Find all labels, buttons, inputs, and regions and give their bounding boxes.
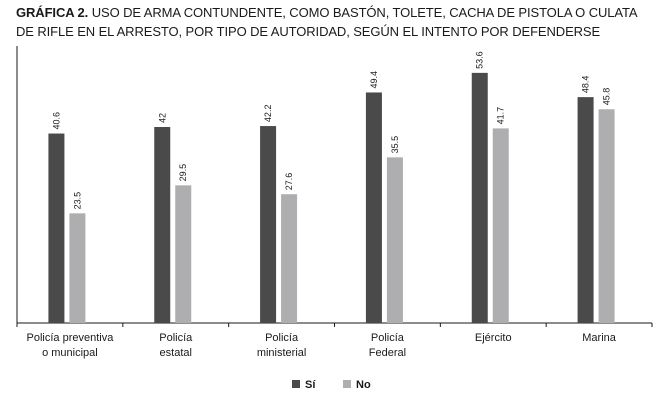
bar-si xyxy=(365,92,382,323)
bar-no xyxy=(175,185,192,323)
data-label: 45.8 xyxy=(602,88,612,106)
chart-title-text: USO DE ARMA CONTUNDENTE, COMO BASTÓN, TO… xyxy=(16,5,637,39)
chart-axes xyxy=(16,46,653,327)
data-label: 53.6 xyxy=(475,51,485,69)
category-label: Policía Federal xyxy=(369,332,406,359)
chart-bars xyxy=(48,72,615,324)
chart-title: GRÁFICA 2. USO DE ARMA CONTUNDENTE, COMO… xyxy=(16,3,656,41)
bar-no xyxy=(492,128,509,323)
data-label: 35.5 xyxy=(390,136,400,154)
bar-si xyxy=(48,133,65,323)
chart-legend: Sí No xyxy=(292,379,371,391)
bar-no xyxy=(598,109,615,324)
legend-label-si: Sí xyxy=(305,379,316,391)
data-label: 48.4 xyxy=(581,76,591,94)
category-label: Policía preventiva o municipal xyxy=(27,332,115,359)
data-label: 41.7 xyxy=(496,107,506,125)
chart-data-labels: 40.6 23.5 42 29.5 42.2 27.6 49.4 35.5 53.6 41.7 48… xyxy=(51,51,611,209)
category-label: Ejército xyxy=(475,332,512,344)
category-label: Marina xyxy=(582,332,617,344)
chart-category-labels: Policía preventiva o municipal Policía esta… xyxy=(27,332,617,359)
bar-si xyxy=(260,126,277,323)
bar-no xyxy=(386,157,403,323)
data-label: 49.4 xyxy=(369,71,379,89)
bar-si xyxy=(154,127,171,323)
data-label: 29.5 xyxy=(178,164,188,182)
bar-si xyxy=(471,72,488,323)
bar-no xyxy=(69,213,86,323)
legend-swatch-si xyxy=(292,380,300,388)
bar-si xyxy=(577,97,594,323)
legend-swatch-no xyxy=(343,380,351,388)
category-label: Policía estatal xyxy=(159,332,193,359)
data-label: 40.6 xyxy=(51,112,61,130)
data-label: 42.2 xyxy=(263,105,273,123)
legend-label-no: No xyxy=(356,379,371,391)
category-label: Policía ministerial xyxy=(257,332,307,359)
chart-title-prefix: GRÁFICA 2. xyxy=(16,5,89,20)
data-label: 23.5 xyxy=(72,192,82,210)
data-label: 27.6 xyxy=(284,173,294,191)
bar-no xyxy=(281,194,298,323)
data-label: 42 xyxy=(157,113,167,123)
